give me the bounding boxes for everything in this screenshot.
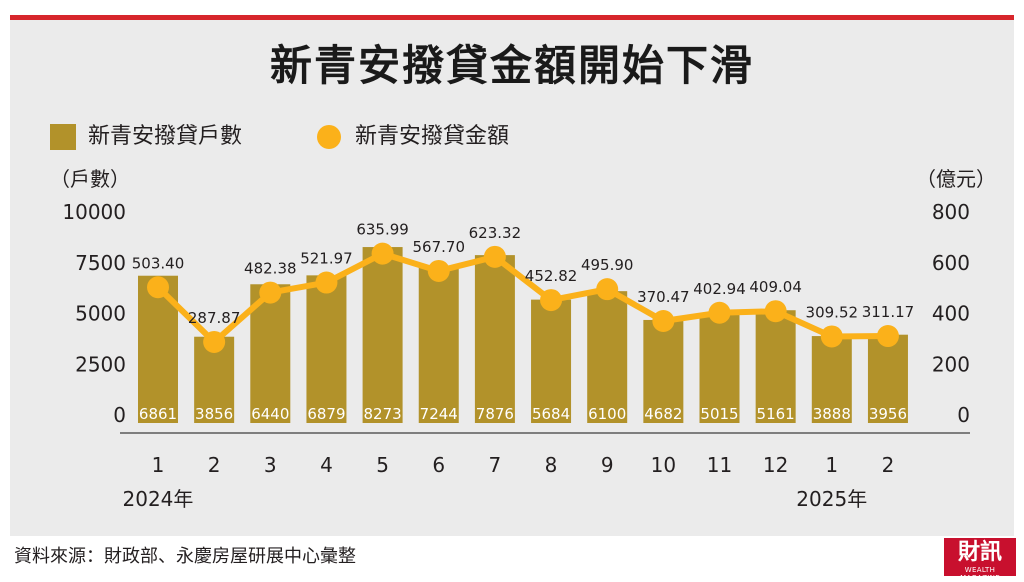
bar-value-label: 7876 bbox=[476, 405, 514, 423]
bar-value-label: 3956 bbox=[869, 405, 907, 423]
bar-value-label: 3856 bbox=[195, 405, 233, 423]
bar-households bbox=[811, 336, 852, 423]
bar-value-label: 3888 bbox=[813, 405, 851, 423]
right-axis-tick-label: 800 bbox=[932, 200, 970, 224]
bar-value-label: 7244 bbox=[420, 405, 458, 423]
point-amount bbox=[652, 309, 675, 332]
point-value-label: 309.52 bbox=[806, 303, 859, 321]
point-amount bbox=[427, 259, 450, 282]
bar-households bbox=[587, 291, 628, 423]
left-axis-unit: （戶數） bbox=[50, 167, 130, 191]
point-value-label: 635.99 bbox=[356, 221, 409, 239]
x-axis-tick-label: 2 bbox=[208, 453, 221, 477]
logo-main-text: 財訊 bbox=[957, 539, 1002, 565]
bar-households bbox=[755, 310, 796, 423]
bar-value-label: 8273 bbox=[364, 405, 402, 423]
point-value-label: 521.97 bbox=[300, 250, 353, 268]
bar-households bbox=[643, 319, 684, 423]
left-axis-tick-label: 10000 bbox=[62, 200, 126, 224]
point-value-label: 287.87 bbox=[188, 309, 241, 327]
publisher-logo: 財訊 WEALTH MAGAZINE bbox=[944, 538, 1016, 582]
point-amount bbox=[259, 281, 282, 304]
bar-households bbox=[474, 255, 515, 423]
bar-value-label: 5015 bbox=[700, 405, 738, 423]
bar-value-label: 5161 bbox=[757, 405, 795, 423]
bar-value-label: 5684 bbox=[532, 405, 570, 423]
left-axis-tick-label: 7500 bbox=[75, 251, 126, 275]
right-axis-tick-label: 600 bbox=[932, 251, 970, 275]
point-amount bbox=[203, 330, 226, 353]
x-axis-tick-label: 12 bbox=[763, 453, 788, 477]
right-axis-tick-label: 0 bbox=[957, 403, 970, 427]
bar-value-label: 6440 bbox=[251, 405, 289, 423]
left-axis-tick-label: 5000 bbox=[75, 302, 126, 326]
x-axis-tick-label: 3 bbox=[264, 453, 277, 477]
bar-households bbox=[867, 334, 908, 423]
left-axis-tick-label: 2500 bbox=[75, 352, 126, 376]
point-amount bbox=[764, 300, 787, 323]
point-amount bbox=[315, 271, 338, 294]
x-axis-tick-label: 5 bbox=[376, 453, 389, 477]
legend-label-households: 新青安撥貸戶數 bbox=[88, 124, 243, 149]
point-amount bbox=[147, 276, 169, 299]
x-axis-tick-label: 8 bbox=[545, 453, 558, 477]
bar-households bbox=[531, 299, 572, 423]
x-axis-tick-label: 1 bbox=[825, 453, 838, 477]
x-axis-tick-label: 11 bbox=[707, 453, 732, 477]
bar-value-label: 6100 bbox=[588, 405, 626, 423]
x-axis-tick-label: 9 bbox=[601, 453, 614, 477]
point-value-label: 495.90 bbox=[581, 256, 634, 274]
x-axis-tick-label: 1 bbox=[152, 453, 165, 477]
bar-value-label: 6879 bbox=[307, 405, 345, 423]
right-axis-tick-label: 200 bbox=[932, 352, 970, 376]
top-accent-rule bbox=[10, 15, 1014, 20]
point-value-label: 567.70 bbox=[413, 238, 466, 256]
point-value-label: 402.94 bbox=[693, 280, 746, 298]
x-axis-tick-label: 10 bbox=[651, 453, 676, 477]
x-axis-tick-label: 7 bbox=[489, 453, 502, 477]
bar-households bbox=[306, 275, 347, 423]
legend-swatch-dot bbox=[317, 125, 341, 149]
legend-swatch-bar bbox=[50, 124, 76, 150]
point-amount bbox=[483, 245, 506, 268]
point-amount bbox=[540, 289, 563, 312]
point-value-label: 409.04 bbox=[749, 278, 802, 296]
left-axis-tick-label: 0 bbox=[113, 403, 126, 427]
point-amount bbox=[596, 278, 619, 301]
bar-households bbox=[699, 313, 740, 423]
bar-households bbox=[362, 247, 403, 423]
point-value-label: 623.32 bbox=[469, 224, 522, 242]
right-axis-unit: （億元） bbox=[916, 167, 996, 191]
right-axis-tick-label: 400 bbox=[932, 302, 970, 326]
x-axis-tick-label: 6 bbox=[432, 453, 445, 477]
point-value-label: 482.38 bbox=[244, 260, 297, 278]
logo-sub-text: WEALTH MAGAZINE bbox=[960, 566, 1000, 582]
point-amount bbox=[820, 325, 843, 348]
point-value-label: 503.40 bbox=[132, 254, 185, 272]
point-value-label: 452.82 bbox=[525, 267, 578, 285]
bar-value-label: 4682 bbox=[644, 405, 682, 423]
year-label: 2024年 bbox=[122, 487, 194, 511]
x-axis-tick-label: 2 bbox=[882, 453, 895, 477]
point-amount bbox=[371, 242, 394, 265]
point-amount bbox=[708, 301, 731, 324]
source-note: 資料來源：財政部、永慶房屋研展中心彙整 bbox=[14, 546, 356, 567]
x-axis-tick-label: 4 bbox=[320, 453, 333, 477]
point-value-label: 370.47 bbox=[637, 288, 690, 306]
year-label: 2025年 bbox=[796, 487, 868, 511]
bar-households bbox=[418, 267, 459, 423]
legend-label-amount: 新青安撥貸金額 bbox=[355, 124, 510, 149]
bar-value-label: 6861 bbox=[139, 405, 177, 423]
point-value-label: 311.17 bbox=[862, 303, 915, 321]
point-amount bbox=[876, 325, 899, 348]
chart-title: 新青安撥貸金額開始下滑 bbox=[269, 41, 754, 90]
